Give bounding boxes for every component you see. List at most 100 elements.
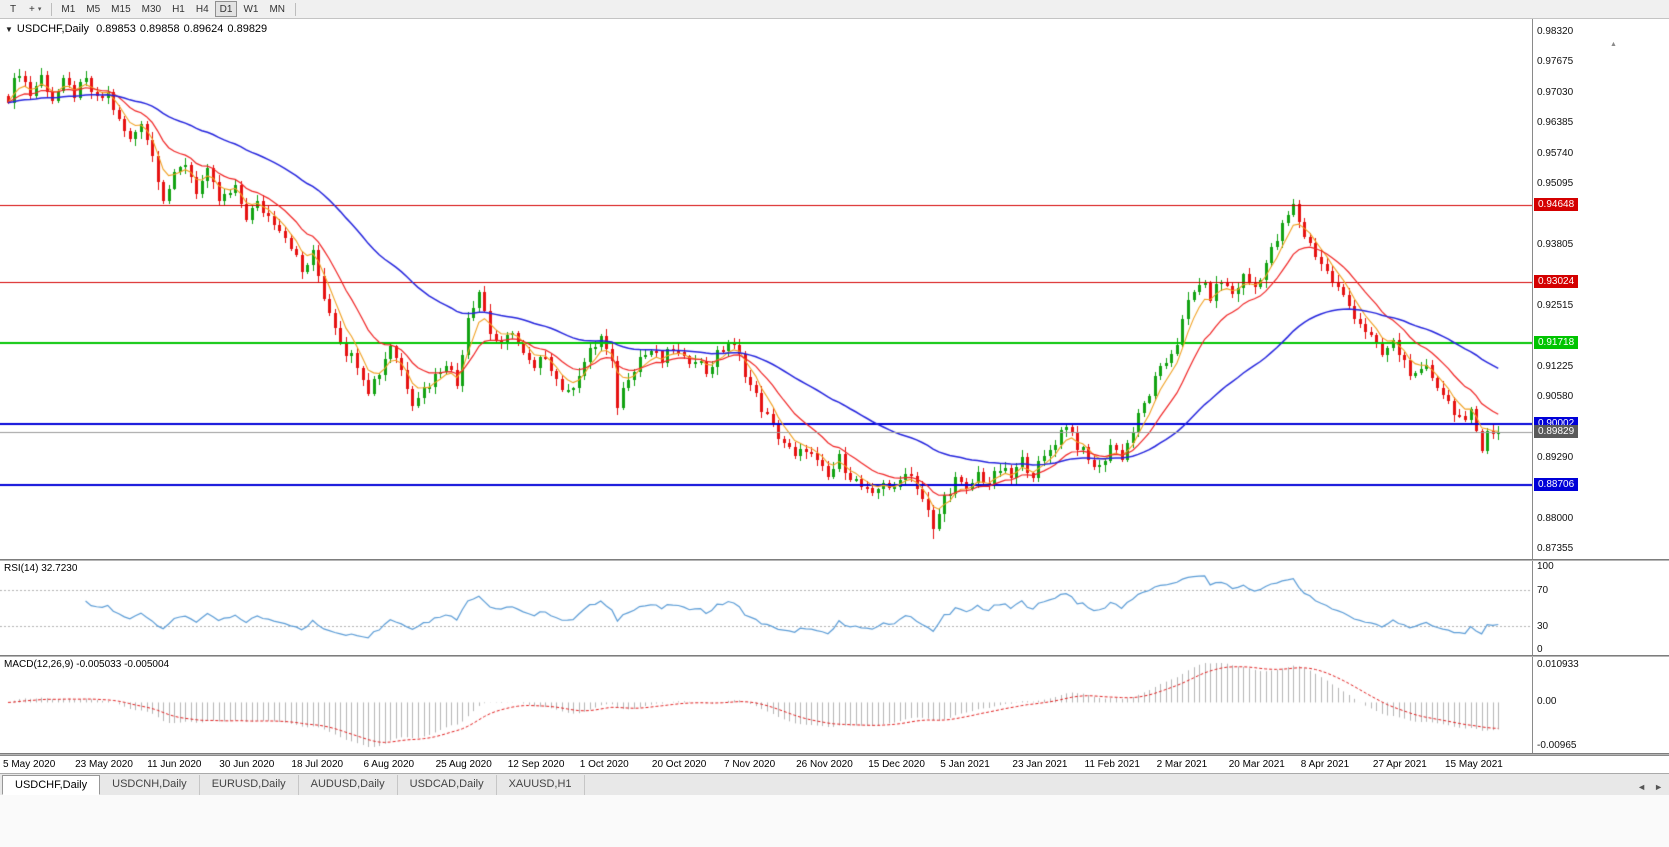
timeframe-buttons: M1 M5 M15 M30 H1 H4 D1 W1 MN <box>56 1 291 17</box>
hline-price-badge[interactable]: 0.94648 <box>1534 198 1579 212</box>
window-filler <box>0 795 1669 847</box>
chart-tab-usdchf-daily[interactable]: USDCHF,Daily <box>2 775 101 795</box>
rsi-axis-label: 30 <box>1537 620 1549 632</box>
timeframe-button-h1[interactable]: H1 <box>172 3 185 15</box>
tab-scroll-right-button[interactable]: ► <box>1654 782 1663 792</box>
price-axis-label: 0.88000 <box>1537 512 1574 524</box>
rsi-panel: 100 70 30 0 RSI(14) 32.7230 <box>0 561 1669 655</box>
panel-divider[interactable] <box>0 559 1669 561</box>
rsi-axis[interactable]: 100 70 30 0 <box>1532 561 1669 655</box>
chart-tab-xauusd-h1[interactable]: XAUUSD,H1 <box>497 775 585 795</box>
panel-divider[interactable] <box>0 655 1669 657</box>
price-chart-canvas[interactable] <box>0 19 1532 559</box>
timeframe-button-m15[interactable]: M15 <box>111 3 131 15</box>
price-axis-label: 0.98320 <box>1537 26 1574 37</box>
timeframe-button-w1[interactable]: W1 <box>243 3 259 15</box>
current-price-badge: 0.89829 <box>1534 425 1579 439</box>
price-axis-label: 0.92515 <box>1537 299 1574 311</box>
date-axis-label: 30 Jun 2020 <box>219 759 275 770</box>
hline-price-badge[interactable]: 0.91718 <box>1534 336 1579 350</box>
date-axis-label: 7 Nov 2020 <box>724 759 776 770</box>
hline-price-badge[interactable]: 0.93024 <box>1534 274 1579 288</box>
chart-tab-usdcnh-daily[interactable]: USDCNH,Daily <box>100 775 200 795</box>
ohlc-low: 0.89624 <box>183 23 224 35</box>
rsi-label: RSI(14) 32.7230 <box>4 563 78 574</box>
ohlc-open: 0.89853 <box>96 23 136 35</box>
templates-icon: T <box>9 3 17 15</box>
date-axis-label: 15 May 2021 <box>1445 759 1503 770</box>
date-axis-label: 11 Feb 2021 <box>1084 759 1140 770</box>
rsi-axis-label: 0 <box>1537 644 1543 655</box>
date-axis-label: 27 Apr 2021 <box>1372 759 1427 770</box>
date-axis-label: 20 Oct 2020 <box>651 759 707 770</box>
macd-axis-label: -0.00965 <box>1537 740 1577 751</box>
price-axis-label: 0.93805 <box>1537 238 1574 250</box>
rsi-canvas[interactable] <box>0 561 1532 655</box>
date-axis-label: 15 Dec 2020 <box>868 759 925 770</box>
macd-canvas[interactable] <box>0 657 1532 753</box>
date-axis-label: 5 Jan 2021 <box>940 759 990 770</box>
date-axis-label: 8 Apr 2021 <box>1300 759 1350 770</box>
chart-tab-usdcad-daily[interactable]: USDCAD,Daily <box>398 775 497 795</box>
toolbar: T + ▾ M1 M5 M15 M30 H1 H4 D1 W1 MN <box>0 0 1669 19</box>
scroll-up-icon[interactable]: ▲ <box>1610 41 1617 48</box>
ohlc-close: 0.89829 <box>227 23 268 35</box>
hline-price-badge[interactable]: 0.88706 <box>1534 478 1579 492</box>
date-axis-label: 6 Aug 2020 <box>363 759 415 770</box>
macd-panel: 0.010933 0.00 -0.00965 MACD(12,26,9) -0.00… <box>0 657 1669 753</box>
macd-axis[interactable]: 0.010933 0.00 -0.00965 <box>1532 657 1669 753</box>
dropdown-caret-icon: ▾ <box>37 6 42 13</box>
date-axis-label: 25 Aug 2020 <box>435 759 492 770</box>
date-axis-label: 11 Jun 2020 <box>147 759 202 770</box>
date-axis-label: 1 Oct 2020 <box>579 759 629 770</box>
toolbar-separator <box>51 2 53 16</box>
price-chart-panel: 0.98320 0.97675 0.97030 0.96385 0.95740 0.950… <box>0 19 1669 559</box>
date-axis-label: 23 May 2020 <box>75 759 133 770</box>
timeframe-button-mn[interactable]: MN <box>269 3 286 15</box>
date-axis-label: 18 Jul 2020 <box>291 759 344 770</box>
crosshair-icon: + <box>29 3 35 15</box>
crosshair-tool-button[interactable]: + ▾ <box>24 1 46 17</box>
timeframe-button-m30[interactable]: M30 <box>141 3 162 15</box>
date-axis-label: 20 Mar 2021 <box>1228 759 1285 770</box>
date-axis-label: 23 Jan 2021 <box>1012 759 1068 770</box>
macd-axis-label: 0.00 <box>1537 696 1557 708</box>
price-axis-label: 0.95095 <box>1537 178 1574 190</box>
rsi-axis-label: 70 <box>1537 585 1549 597</box>
toolbar-separator <box>295 2 297 16</box>
tab-scroll-left-button[interactable]: ◄ <box>1637 782 1647 792</box>
timeframe-button-m5[interactable]: M5 <box>86 3 101 15</box>
date-axis-label: 2 Mar 2021 <box>1156 759 1208 770</box>
price-axis-label: 0.91225 <box>1537 360 1574 372</box>
panel-divider[interactable] <box>0 753 1669 755</box>
price-axis-label: 0.97675 <box>1537 56 1574 68</box>
date-axis[interactable]: 5 May 2020 23 May 2020 11 Jun 2020 30 Jun 2… <box>0 755 1669 773</box>
chart-tab-bar: USDCHF,Daily USDCNH,Daily EURUSD,Daily AUDU… <box>0 773 1669 795</box>
timeframe-button-d1[interactable]: D1 <box>214 1 238 17</box>
symbol-ohlc-label: ▼ USDCHF,Daily 0.89853 0.89858 0.89624 0.898… <box>5 23 271 35</box>
price-axis-label: 0.89290 <box>1537 451 1574 463</box>
date-axis-label: 5 May 2020 <box>3 759 56 770</box>
macd-label: MACD(12,26,9) -0.005033 -0.005004 <box>4 659 170 670</box>
chart-tab-audusd-daily[interactable]: AUDUSD,Daily <box>299 775 398 795</box>
price-axis-label: 0.95740 <box>1537 147 1574 159</box>
tab-scroll-arrows: ◄ ► <box>1637 782 1663 792</box>
chart-tabs: USDCHF,Daily USDCNH,Daily EURUSD,Daily AUDU… <box>2 775 585 795</box>
collapse-arrow-icon: ▼ <box>5 25 13 34</box>
rsi-axis-label: 100 <box>1537 561 1554 572</box>
symbol-name: USDCHF,Daily <box>16 23 90 35</box>
timeframe-button-h4[interactable]: H4 <box>195 3 209 15</box>
price-axis[interactable]: 0.98320 0.97675 0.97030 0.96385 0.95740 0.950… <box>1532 19 1669 559</box>
date-axis-label: 12 Sep 2020 <box>507 759 565 770</box>
price-axis-label: 0.96385 <box>1537 117 1574 129</box>
price-axis-label: 0.97030 <box>1537 86 1574 98</box>
date-axis-label: 26 Nov 2020 <box>796 759 853 770</box>
templates-button[interactable]: T <box>3 1 23 17</box>
chart-tab-eurusd-daily[interactable]: EURUSD,Daily <box>200 775 299 795</box>
price-axis-label: 0.90580 <box>1537 390 1574 402</box>
timeframe-button-m1[interactable]: M1 <box>61 3 76 15</box>
price-axis-label: 0.87355 <box>1537 543 1574 554</box>
ohlc-high: 0.89858 <box>139 23 180 35</box>
macd-axis-label: 0.010933 <box>1537 659 1579 670</box>
